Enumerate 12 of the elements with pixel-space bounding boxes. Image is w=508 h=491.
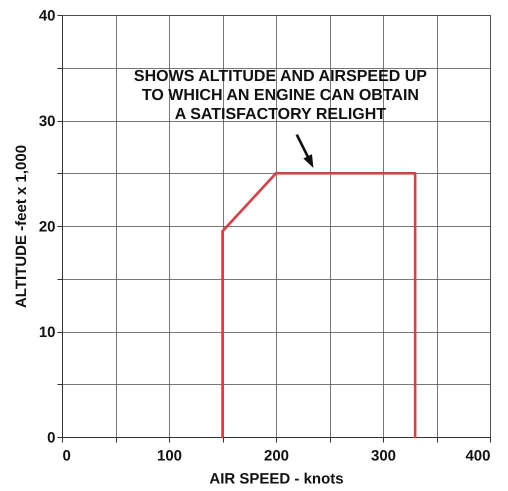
x-axis-title: AIR SPEED - knots: [209, 470, 344, 488]
x-tick-label: 200: [264, 448, 290, 464]
y-tick-label: 0: [47, 430, 56, 446]
x-tick-label: 0: [62, 448, 71, 464]
y-tick-label: 40: [38, 8, 56, 24]
y-tick-label: 20: [38, 218, 56, 236]
x-tick-label: 100: [156, 448, 182, 464]
y-tick-label: 30: [38, 113, 56, 130]
y-tick-label: 10: [38, 324, 56, 341]
y-axis-title: ALTITUDE -feet x 1,000: [12, 144, 30, 308]
x-tick-label: 300: [370, 448, 396, 464]
x-tick-label: 400: [465, 448, 490, 464]
